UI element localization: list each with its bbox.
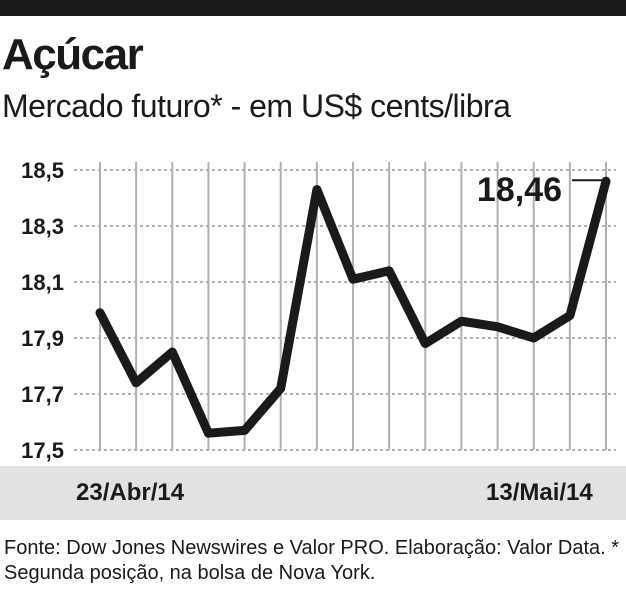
- chart-subtitle: Mercado futuro* - em US$ cents/libra: [2, 88, 511, 124]
- x-axis-band: [0, 466, 626, 520]
- y-tick-label: 18,5: [21, 158, 64, 183]
- source-note: Fonte: Dow Jones Newswires e Valor PRO. …: [4, 537, 620, 584]
- y-tick-label: 17,5: [21, 438, 64, 463]
- callout-value-label: 18,46: [477, 171, 562, 209]
- series-line: [95, 176, 611, 438]
- chart-title: Açúcar: [2, 30, 144, 79]
- y-tick-label: 18,3: [21, 214, 64, 239]
- y-tick-label: 17,9: [21, 326, 64, 351]
- line-chart: 18,5 18,3 18,1 17,9 17,7 17,5 18,46: [21, 158, 616, 463]
- x-label-end: 13/Mai/14: [486, 479, 593, 506]
- top-bar: [0, 0, 626, 16]
- y-tick-label: 17,7: [21, 382, 64, 407]
- x-label-start: 23/Abr/14: [76, 479, 185, 506]
- y-tick-label: 18,1: [21, 270, 64, 295]
